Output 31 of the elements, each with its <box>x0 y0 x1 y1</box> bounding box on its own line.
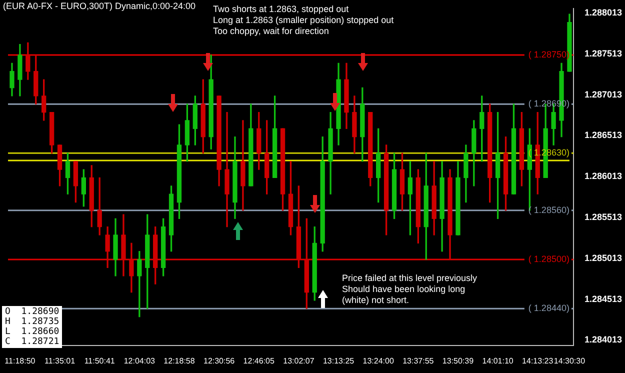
x-tick-label: 11:50:41 <box>84 356 116 366</box>
y-tick-label: 1.285013 <box>584 252 622 263</box>
x-tick-label: 13:50:39 <box>442 356 474 366</box>
y-tick-label: 1.287013 <box>584 89 622 100</box>
x-tick-label: 13:13:25 <box>322 356 355 366</box>
annotation: O 1.28690 H 1.28735 L 1.28660 C 1.28721 <box>2 306 62 348</box>
x-tick-label: 12:46:05 <box>243 356 275 366</box>
y-tick-label: 1.285513 <box>584 212 622 222</box>
x-tick-label: 12:30:56 <box>203 356 236 366</box>
y-tick-label: 1.287513 <box>584 48 622 58</box>
chart-title: (EUR A0-FX - EURO,300T) Dynamic,0:00-24:00 <box>3 1 196 11</box>
y-tick-label: 1.284013 <box>584 334 622 345</box>
y-tick-label: 1.284513 <box>584 294 622 304</box>
x-tick-label: 14:01:10 <box>482 356 514 366</box>
x-tick-label: 13:24:00 <box>362 356 394 366</box>
x-tick-label: 11:18:50 <box>4 356 36 366</box>
x-tick-label: 13:02:07 <box>283 356 315 366</box>
x-tick-label: 11:35:01 <box>44 356 76 366</box>
x-tick-label: 12:04:03 <box>124 356 156 366</box>
y-tick-label: 1.288013 <box>584 8 622 18</box>
x-tick-label: 12:18:58 <box>164 356 196 366</box>
x-tick-label: 14:13:23 <box>522 356 554 366</box>
ref-line-label: ( 1.28560) <box>528 204 570 215</box>
y-tick-label: 1.286513 <box>584 130 622 140</box>
ref-line-label: ( 1.28440) <box>528 303 570 314</box>
annotation: Two shorts at 1.2863, stopped out Long at 1.2863 (smaller position) stopped out Too choppy, wait for direction <box>213 4 394 37</box>
x-tick-label: 14:30:30 <box>554 356 586 366</box>
x-tick-label: 13:37:55 <box>402 356 434 366</box>
y-tick-label: 1.286013 <box>584 171 622 182</box>
ref-line-label: ( 1.28500) <box>528 254 570 264</box>
annotation: Price failed at this level previously Should have been looking long (white) not short. <box>342 273 478 306</box>
